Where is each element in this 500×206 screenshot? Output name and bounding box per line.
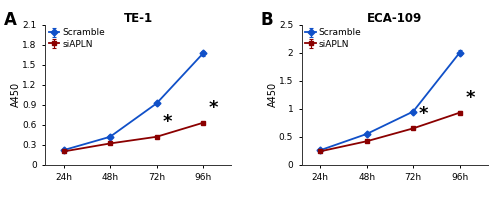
Title: TE-1: TE-1 bbox=[124, 12, 152, 25]
Legend: Scramble, siAPLN: Scramble, siAPLN bbox=[304, 27, 362, 49]
Text: *: * bbox=[162, 114, 172, 131]
Legend: Scramble, siAPLN: Scramble, siAPLN bbox=[48, 27, 106, 49]
Y-axis label: A450: A450 bbox=[11, 82, 21, 107]
Text: *: * bbox=[418, 105, 428, 123]
Title: ECA-109: ECA-109 bbox=[367, 12, 422, 25]
Y-axis label: A450: A450 bbox=[268, 82, 278, 107]
Text: B: B bbox=[260, 11, 274, 29]
Text: A: A bbox=[4, 11, 17, 29]
Text: *: * bbox=[208, 99, 218, 117]
Text: *: * bbox=[465, 89, 474, 107]
